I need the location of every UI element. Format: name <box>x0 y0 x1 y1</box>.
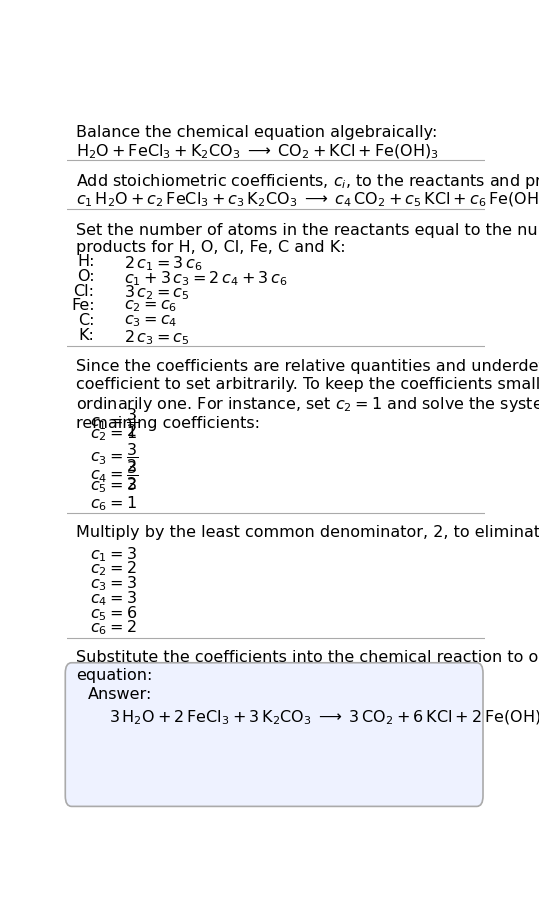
Text: Add stoichiometric coefficients, $c_i$, to the reactants and products:: Add stoichiometric coefficients, $c_i$, … <box>75 172 539 191</box>
Text: Answer:: Answer: <box>88 687 153 703</box>
Text: $c_3 = \dfrac{3}{2}$: $c_3 = \dfrac{3}{2}$ <box>91 441 139 474</box>
Text: $2\,c_1 = 3\,c_6$: $2\,c_1 = 3\,c_6$ <box>124 254 203 273</box>
FancyBboxPatch shape <box>65 662 483 806</box>
Text: $c_3 = c_4$: $c_3 = c_4$ <box>124 313 177 329</box>
Text: $c_2 = c_6$: $c_2 = c_6$ <box>124 298 177 314</box>
Text: Multiply by the least common denominator, 2, to eliminate fractional coefficient: Multiply by the least common denominator… <box>75 525 539 541</box>
Text: $3\,c_2 = c_5$: $3\,c_2 = c_5$ <box>124 284 189 302</box>
Text: $c_1 = 3$: $c_1 = 3$ <box>91 545 137 563</box>
Text: $\mathrm{H_2O + FeCl_3 + K_2CO_3 \;\longrightarrow\; CO_2 + KCl + Fe(OH)_3}$: $\mathrm{H_2O + FeCl_3 + K_2CO_3 \;\long… <box>75 142 439 160</box>
Text: Cl:: Cl: <box>73 284 94 298</box>
Text: $c_1 = \dfrac{3}{2}$: $c_1 = \dfrac{3}{2}$ <box>91 406 139 440</box>
Text: Set the number of atoms in the reactants equal to the number of atoms in the
pro: Set the number of atoms in the reactants… <box>75 223 539 255</box>
Text: $2\,c_3 = c_5$: $2\,c_3 = c_5$ <box>124 328 189 347</box>
Text: $c_6 = 1$: $c_6 = 1$ <box>91 494 137 512</box>
Text: $c_1 + 3\,c_3 = 2\,c_4 + 3\,c_6$: $c_1 + 3\,c_3 = 2\,c_4 + 3\,c_6$ <box>124 269 287 288</box>
Text: $c_4 = \dfrac{3}{2}$: $c_4 = \dfrac{3}{2}$ <box>91 459 139 491</box>
Text: $c_2 = 1$: $c_2 = 1$ <box>91 424 137 442</box>
Text: C:: C: <box>78 313 94 329</box>
Text: H:: H: <box>77 254 94 269</box>
Text: Fe:: Fe: <box>71 298 94 313</box>
Text: $c_5 = 6$: $c_5 = 6$ <box>91 604 137 622</box>
Text: $c_4 = 3$: $c_4 = 3$ <box>91 589 137 608</box>
Text: $3\,\mathrm{H_2O} + 2\,\mathrm{FeCl_3} + 3\,\mathrm{K_2CO_3} \;\longrightarrow\;: $3\,\mathrm{H_2O} + 2\,\mathrm{FeCl_3} +… <box>109 708 539 727</box>
Text: K:: K: <box>79 328 94 343</box>
Text: O:: O: <box>77 269 94 284</box>
Text: Since the coefficients are relative quantities and underdetermined, choose a
coe: Since the coefficients are relative quan… <box>75 359 539 431</box>
Text: $c_1\,\mathrm{H_2O} + c_2\,\mathrm{FeCl_3} + c_3\,\mathrm{K_2CO_3} \;\longrighta: $c_1\,\mathrm{H_2O} + c_2\,\mathrm{FeCl_… <box>75 190 539 209</box>
Text: $c_2 = 2$: $c_2 = 2$ <box>91 560 137 579</box>
Text: $c_6 = 2$: $c_6 = 2$ <box>91 619 137 637</box>
Text: Substitute the coefficients into the chemical reaction to obtain the balanced
eq: Substitute the coefficients into the che… <box>75 650 539 682</box>
Text: $c_5 = 3$: $c_5 = 3$ <box>91 476 137 495</box>
Text: Balance the chemical equation algebraically:: Balance the chemical equation algebraica… <box>75 126 437 140</box>
Text: $c_3 = 3$: $c_3 = 3$ <box>91 574 137 593</box>
